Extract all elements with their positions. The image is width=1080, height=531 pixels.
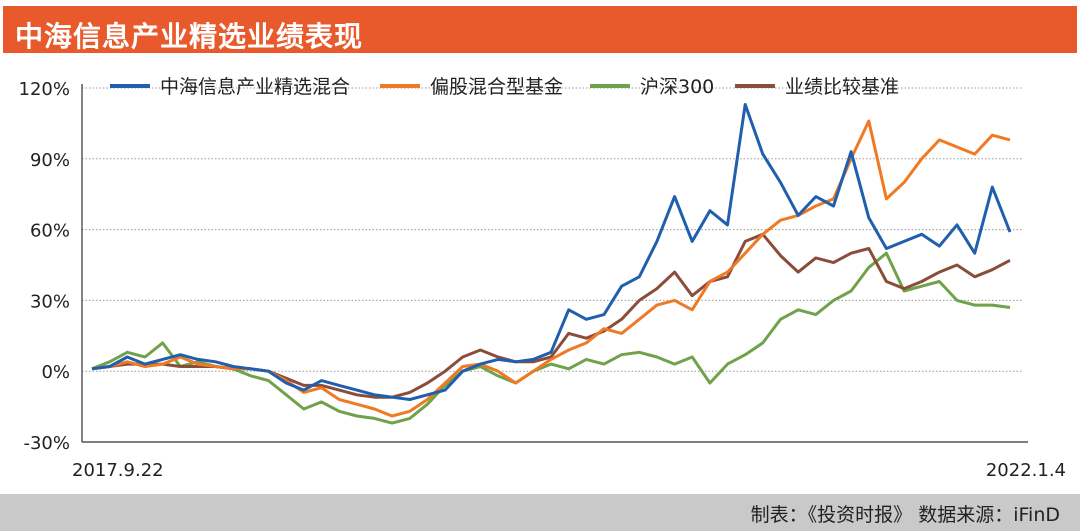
y-tick-label: 0% <box>41 362 70 383</box>
series-line-0 <box>91 103 1012 401</box>
chart-title: 中海信息产业精选业绩表现 <box>15 20 364 53</box>
series-line-3 <box>91 232 1011 399</box>
y-tick-label: 60% <box>30 221 70 242</box>
source-note: 制表：《投资时报》 数据来源：iFinD <box>750 504 1060 526</box>
legend-label-2: 沪深300 <box>640 76 714 98</box>
y-tick-label: 120% <box>19 79 70 100</box>
chart-area: 120% 90% 60% 30% 0% -30% 中海信息产业精选混合 偏股混合型基金 沪深3… <box>0 58 1080 490</box>
legend-label-0: 中海信息产业精选混合 <box>160 76 350 98</box>
series-line-2 <box>91 251 1011 425</box>
y-tick-label: 30% <box>30 291 70 312</box>
y-tick-label: -30% <box>23 433 70 454</box>
legend-label-1: 偏股混合型基金 <box>430 76 563 98</box>
footer-bar: 制表：《投资时报》 数据来源：iFinD <box>0 494 1080 531</box>
line-chart: 120% 90% 60% 30% 0% -30% 中海信息产业精选混合 偏股混合型基金 沪深3… <box>19 76 1066 481</box>
title-band: 中海信息产业精选业绩表现 <box>3 6 1077 53</box>
legend-label-3: 业绩比较基准 <box>785 76 899 98</box>
series-line-1 <box>91 119 1011 418</box>
x-start-label: 2017.9.22 <box>72 460 164 481</box>
y-tick-label: 90% <box>30 150 70 171</box>
x-end-label: 2022.1.4 <box>986 460 1066 481</box>
title-bar: 中海信息产业精选业绩表现 <box>0 0 1080 58</box>
